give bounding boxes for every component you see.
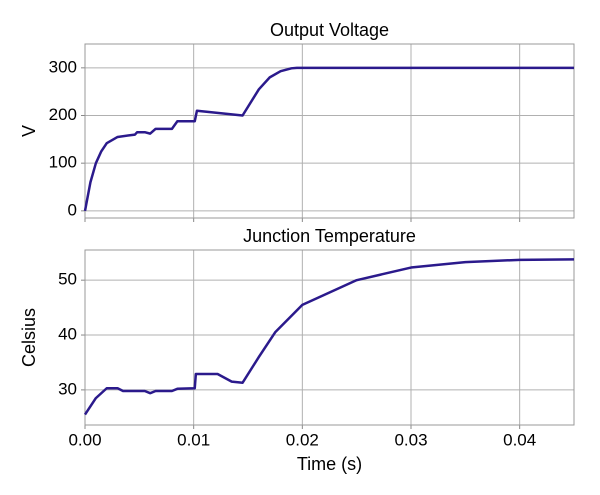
y-tick-label: 100 [49, 153, 77, 172]
y-tick-label: 200 [49, 105, 77, 124]
x-tick-label: 0.02 [286, 430, 319, 449]
y-axis-label: Celsius [19, 308, 39, 367]
x-axis-label: Time (s) [297, 454, 362, 474]
x-tick-label: 0.01 [177, 430, 210, 449]
x-tick-label: 0.00 [68, 430, 101, 449]
x-tick-label: 0.04 [503, 430, 536, 449]
y-tick-label: 300 [49, 57, 77, 76]
line-series [83, 66, 574, 212]
x-tick-label: 0.03 [394, 430, 427, 449]
plot-frame [84, 249, 575, 426]
y-axis-label: V [19, 125, 39, 137]
plot-frame [84, 43, 575, 219]
chart-title: Junction Temperature [243, 226, 416, 246]
y-tick-label: 50 [58, 270, 77, 289]
y-tick-label: 0 [68, 200, 77, 219]
chart-title: Output Voltage [270, 20, 389, 40]
line-series [83, 258, 575, 416]
y-tick-label: 40 [58, 325, 77, 344]
y-tick-label: 30 [58, 379, 77, 398]
